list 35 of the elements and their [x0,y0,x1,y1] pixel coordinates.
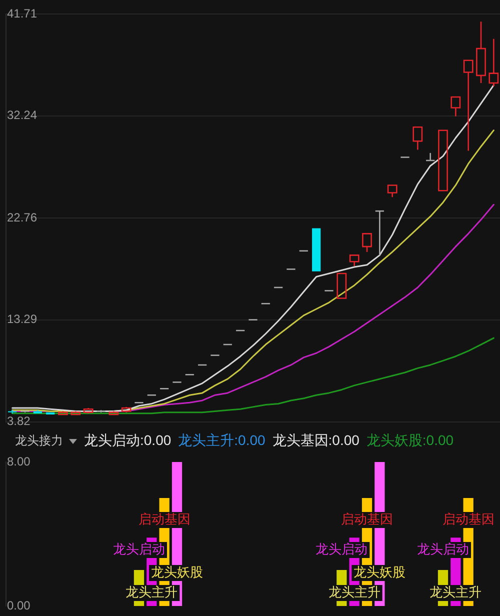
candlestick [312,228,321,272]
y-tick-label: 8.00 [7,454,31,468]
data-label: 龙头主升 [126,584,178,600]
candlestick [336,272,347,299]
candlestick [450,96,461,118]
candlestick [412,126,423,150]
y-tick-label: 41.71 [7,6,38,20]
text: 龙头主升:0.00 [178,432,266,448]
y-tick-label: 0.00 [7,598,31,612]
data-label: 龙头主升 [328,584,380,600]
data-label: 启动基因 [138,512,190,527]
data-label: 龙头妖股 [151,564,203,580]
text: 龙头妖股:0.00 [366,432,454,448]
candlestick [387,184,398,198]
candlestick [488,38,499,87]
data-label: 龙头主升 [430,584,482,600]
candlestick [8,410,17,414]
data-label: 启动基因 [341,512,393,527]
candlestick [476,20,486,84]
data-label: 启动基因 [442,512,494,527]
candlestick [438,130,448,192]
y-tick-label: 22.76 [7,210,38,224]
text: 龙头启动:0.00 [84,432,172,448]
candlestick [33,410,42,414]
candlestick [463,60,474,152]
data-label: 龙头启动 [417,542,469,557]
data-label: 龙头妖股 [354,564,406,580]
candlestick [349,254,360,267]
y-tick-label: 13.29 [7,312,38,326]
chart-title: 龙头接力 [15,433,63,448]
data-label: 龙头启动 [113,542,165,557]
data-label: 龙头启动 [316,542,368,557]
text: 龙头基因:0.00 [272,432,360,448]
y-tick-label: 3.82 [7,414,31,428]
y-tick-label: 32.24 [7,108,38,122]
